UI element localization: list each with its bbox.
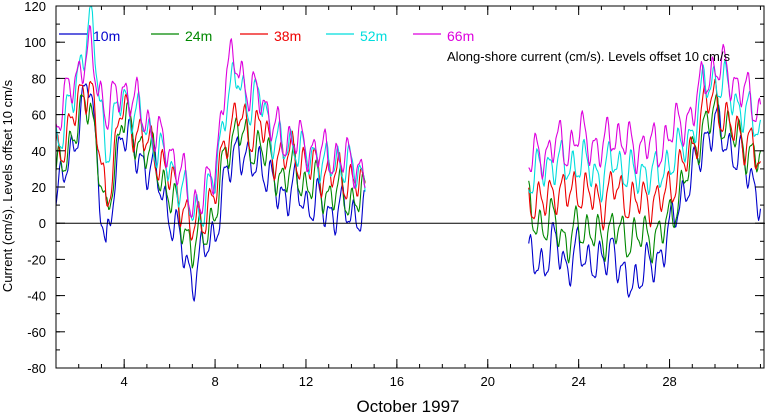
y-tick-label: 80 xyxy=(32,71,46,86)
legend-label-10m: 10m xyxy=(93,28,120,44)
legend-label-52m: 52m xyxy=(360,28,387,44)
x-tick-label: 8 xyxy=(211,374,218,389)
series-line-10m-part-1 xyxy=(55,83,366,302)
y-tick-label: 0 xyxy=(39,216,46,231)
legend-label-24m: 24m xyxy=(185,28,212,44)
series-line-10m-part-2 xyxy=(528,104,762,298)
x-tick-label: 20 xyxy=(481,374,495,389)
series-line-38m-part-1 xyxy=(55,80,366,241)
x-tick-label: 24 xyxy=(571,374,585,389)
x-tick-label: 12 xyxy=(299,374,313,389)
y-tick-label: -80 xyxy=(27,361,46,376)
y-tick-label: 100 xyxy=(24,35,46,50)
axis-layer: 4 8 12 16 20 24 28 -80 -60 -40 -20 0 20 40 60 80 100 120 xyxy=(24,0,764,389)
y-tick-label: 20 xyxy=(32,180,46,195)
legend-label-38m: 38m xyxy=(274,28,301,44)
series-line-24m-part-2 xyxy=(528,92,762,264)
x-axis-label: October 1997 xyxy=(356,397,459,414)
chart-title: Along-shore current (cm/s). Levels offse… xyxy=(447,49,730,64)
y-tick-label: 120 xyxy=(24,0,46,14)
y-axis-label: Current (cm/s). Levels offset 10 cm/s xyxy=(0,79,15,292)
series-line-66m-part-2 xyxy=(528,43,762,180)
series-layer xyxy=(55,5,762,302)
series-line-66m-part-1 xyxy=(55,24,366,219)
legend-label-66m: 66m xyxy=(447,28,474,44)
y-tick-label: 40 xyxy=(32,144,46,159)
x-tick-label: 28 xyxy=(662,374,676,389)
legend: 10m 24m 38m 52m 66m xyxy=(59,28,474,44)
x-tick-label: 4 xyxy=(121,374,128,389)
series-line-52m-part-2 xyxy=(528,59,762,203)
series-line-38m-part-2 xyxy=(528,78,761,231)
y-tick-label: 60 xyxy=(32,108,46,123)
y-tick-label: -40 xyxy=(27,289,46,304)
x-tick-label: 16 xyxy=(390,374,404,389)
y-tick-label: -20 xyxy=(27,252,46,267)
y-tick-label: -60 xyxy=(27,325,46,340)
series-line-24m-part-1 xyxy=(55,94,366,269)
